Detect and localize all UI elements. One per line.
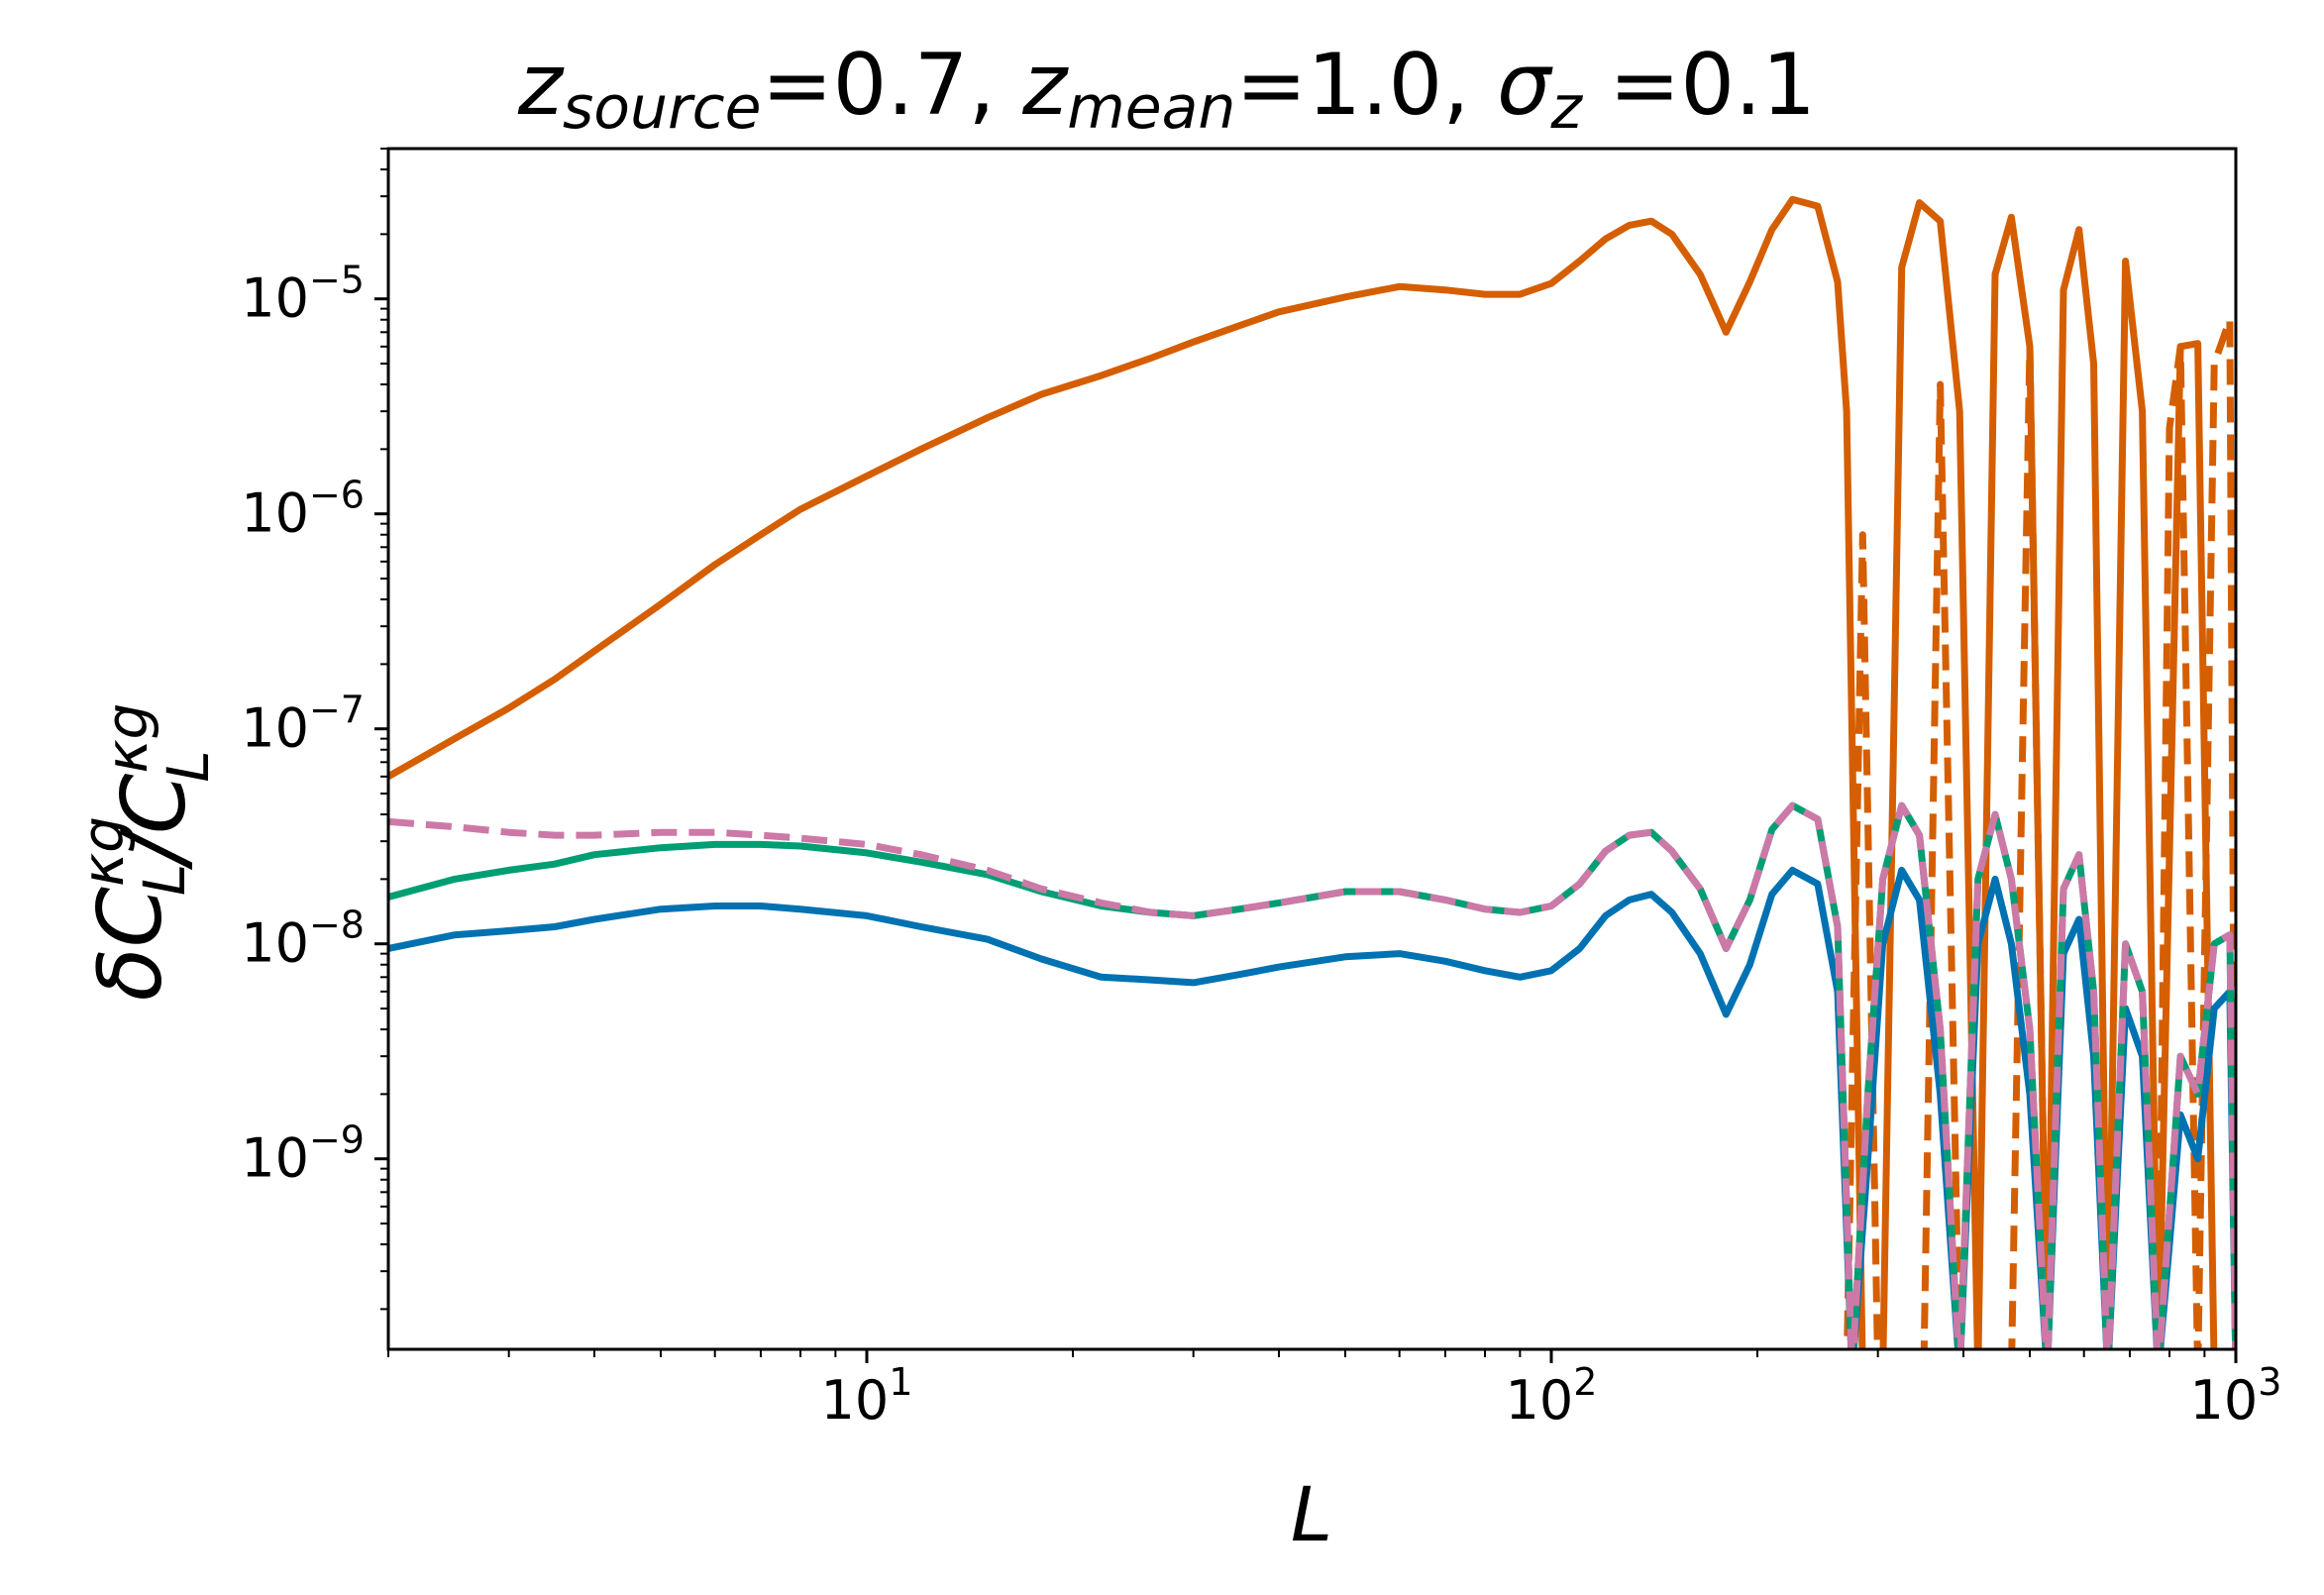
chart-title: zsource=0.7, zmean=1.0, σz =0.1 xyxy=(517,36,1816,143)
series-orange-solid xyxy=(388,195,2218,1349)
y-tick-label: 10−7 xyxy=(241,689,365,760)
title-part: mean xyxy=(1067,73,1235,143)
x-axis-label: L xyxy=(1291,1470,1332,1558)
y-tick-label: 10−5 xyxy=(241,259,365,330)
series-pink-dashed xyxy=(388,801,2236,1349)
ylabel-part: δC xyxy=(79,887,181,1002)
x-minor-ticks xyxy=(387,1349,2206,1357)
title-part: =0.1 xyxy=(1582,36,1816,135)
ylabel-sub: L xyxy=(155,750,222,782)
title-part: σ xyxy=(1497,36,1553,135)
y-tick-label: 10−6 xyxy=(241,474,365,545)
y-tick-label: 10−8 xyxy=(241,904,365,975)
title-part: z xyxy=(517,36,565,135)
title-part: z xyxy=(1021,36,1069,135)
x-tick-label: 103 xyxy=(2190,1360,2282,1432)
x-axis-ticks: 101 102 103 xyxy=(821,1349,2282,1432)
x-tick-label: 102 xyxy=(1506,1360,1598,1432)
plot-area xyxy=(388,195,2236,1349)
title-part: =0.7, xyxy=(762,36,1023,135)
title-part: source xyxy=(563,73,762,143)
y-tick-label: 10−9 xyxy=(241,1118,365,1190)
y-minor-ticks xyxy=(380,148,388,1311)
ylabel-part: /C xyxy=(103,773,205,871)
title-part: z xyxy=(1549,73,1583,143)
ylabel-sub: L xyxy=(131,864,198,896)
ylabel-sup: κg xyxy=(93,703,160,774)
y-axis-label: δCκgL/CκgL xyxy=(69,703,222,1002)
ylabel-sup: κg xyxy=(69,816,137,887)
y-axis-ticks: 10−9 10−8 10−7 10−6 10−5 xyxy=(241,259,388,1190)
x-tick-label: 101 xyxy=(821,1360,913,1432)
title-part: =1.0, xyxy=(1235,36,1497,135)
